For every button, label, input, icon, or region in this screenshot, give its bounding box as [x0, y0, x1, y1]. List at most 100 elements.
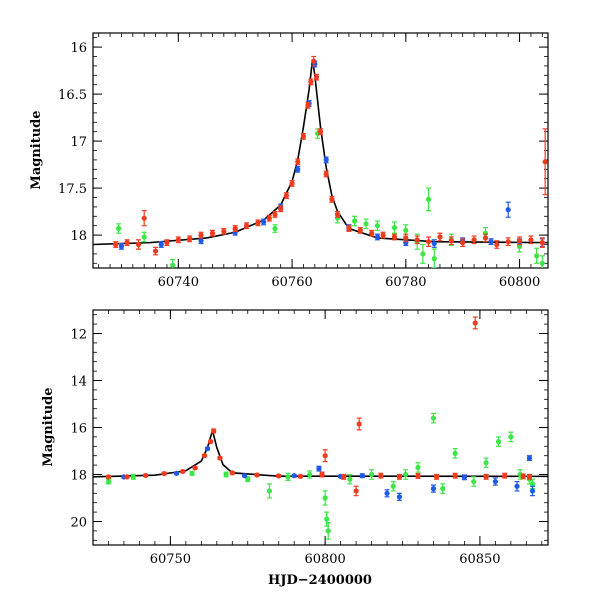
- top-panel-data-point: [135, 239, 142, 250]
- bottom-panel-y-tick-label: 16: [70, 422, 87, 437]
- bottom-panel-data-point: [307, 470, 313, 479]
- bottom-panel-data-point: [526, 455, 533, 461]
- top-panel-data-point: [113, 241, 119, 248]
- bottom-panel-data-point: [433, 473, 440, 480]
- top-panel-data-point: [198, 231, 204, 239]
- top-panel-ticks: 60740 60760 60780 60800 16 16.5 17 17.5 18: [58, 33, 548, 290]
- bottom-panel-data-point: [245, 476, 251, 483]
- bottom-panel-data-point: [291, 473, 297, 479]
- top-panel-data-point: [141, 231, 147, 243]
- top-panel-x-tick-label: 60780: [385, 275, 426, 290]
- bottom-panel-data-point: [173, 470, 180, 476]
- bottom-panel-y-tick-label: 20: [70, 516, 87, 531]
- top-panel-data-point: [391, 221, 398, 234]
- bottom-panel-x-axis-label: HJD−2400000: [268, 573, 372, 588]
- top-panel-y-tick-label: 16: [70, 41, 87, 56]
- bottom-panel-data-point: [495, 436, 502, 447]
- top-panel-data-point: [334, 211, 341, 218]
- top-panel-data-point: [313, 73, 320, 81]
- bottom-panel-data-point: [483, 457, 489, 469]
- top-panel-data-point: [363, 218, 369, 230]
- bottom-panel-data-point: [430, 484, 437, 493]
- bottom-panel-data-point: [353, 485, 359, 497]
- bottom-panel-data-point: [208, 439, 214, 445]
- top-panel-data-point: [329, 195, 335, 203]
- bottom-panel-data-point: [325, 522, 331, 540]
- bottom-panel-data-point: [130, 473, 136, 480]
- top-panel-data-point: [311, 55, 317, 67]
- top-panel-data-point: [505, 201, 511, 218]
- bottom-panel-data-point: [502, 472, 508, 479]
- bottom-panel-data-point: [276, 473, 282, 479]
- bottom-panel-data-point: [520, 473, 526, 480]
- top-panel-x-tick-label: 60760: [271, 275, 312, 290]
- top-panel-data-point: [346, 225, 352, 232]
- top-panel-data-point: [305, 101, 311, 109]
- bottom-panel-data-point: [143, 472, 149, 479]
- bottom-panel-data-point: [396, 492, 403, 501]
- top-panel-frame: [92, 32, 549, 269]
- top-panel-data-point: [374, 233, 380, 241]
- bottom-panel-data-point: [492, 477, 498, 486]
- bottom-panel-data-point: [254, 472, 260, 478]
- top-panel-data-point: [542, 128, 548, 196]
- top-panel-data-point: [352, 215, 358, 227]
- top-panel-model-line: [93, 59, 548, 246]
- top-panel-y-axis-label: Magnitude: [29, 110, 44, 189]
- bottom-panel-y-tick-label: 14: [70, 375, 87, 390]
- bottom-panel-data-point: [396, 473, 403, 480]
- top-panel-data-point: [425, 187, 432, 212]
- bottom-panel-data-point: [472, 316, 478, 330]
- top-panel-data-point: [374, 220, 380, 231]
- top-panel-data-point: [141, 210, 147, 227]
- top-panel-data-point: [308, 78, 314, 86]
- top-panel: 60740 60760 60780 60800 16 16.5 17 17.5 18 Magni…: [29, 32, 549, 290]
- top-panel-data-point: [232, 225, 238, 232]
- bottom-panel-data-point: [378, 472, 384, 479]
- top-panel-data-point: [488, 238, 494, 246]
- bottom-panel-data-point: [192, 465, 198, 471]
- bottom-panel-data-point: [415, 472, 421, 479]
- bottom-panel-data-point: [359, 473, 365, 479]
- top-panel-data-point: [471, 235, 477, 245]
- bottom-panel-data-point: [211, 428, 217, 434]
- bottom-panel-y-axis-label: Magnitude: [41, 387, 56, 466]
- bottom-panel-data-point: [204, 446, 211, 452]
- bottom-panel-data-point: [105, 474, 112, 480]
- top-panel-data-point: [516, 236, 523, 246]
- top-panel-data-point: [420, 243, 426, 264]
- bottom-panel-frame: [92, 309, 549, 546]
- top-panel-model-curve: [93, 59, 548, 246]
- bottom-panel-data-point: [322, 449, 328, 463]
- bottom-panel-data-point: [297, 473, 303, 479]
- top-panel-y-tick-label: 17.5: [58, 182, 87, 197]
- bottom-panel-x-tick-label: 60850: [459, 552, 500, 567]
- bottom-panel-data-point: [471, 476, 477, 487]
- top-panel-data-point: [528, 235, 534, 245]
- top-panel-x-tick-label: 60740: [158, 275, 199, 290]
- top-panel-data-point: [175, 236, 181, 244]
- top-panel-data-point: [152, 246, 159, 256]
- top-panel-data-point: [323, 156, 329, 164]
- top-panel-data-point: [534, 247, 540, 264]
- top-panel-data-point: [494, 240, 500, 249]
- top-panel-data-point: [272, 211, 278, 218]
- top-panel-data-point: [255, 219, 261, 227]
- bottom-panel-data-point: [452, 472, 458, 479]
- top-panel-data-point: [539, 237, 545, 248]
- top-panel-data-point: [272, 224, 278, 233]
- bottom-panel-data-point: [514, 480, 520, 492]
- top-panel-data-point: [278, 205, 284, 213]
- top-panel-data-point: [505, 237, 511, 247]
- bottom-panel-data-point: [322, 490, 328, 506]
- top-panel-data-point: [403, 233, 409, 243]
- bottom-panel-data-point: [403, 469, 409, 480]
- bottom-panel-data-point: [529, 485, 536, 497]
- top-panel-data-point: [221, 227, 227, 235]
- top-panel-data-point: [482, 233, 489, 243]
- top-panel-data-point: [460, 238, 466, 247]
- top-panel-data-point: [283, 192, 289, 200]
- bottom-panel-x-tick-label: 60750: [150, 552, 191, 567]
- bottom-panel-data-point: [201, 453, 208, 459]
- top-panel-data-point: [261, 218, 267, 226]
